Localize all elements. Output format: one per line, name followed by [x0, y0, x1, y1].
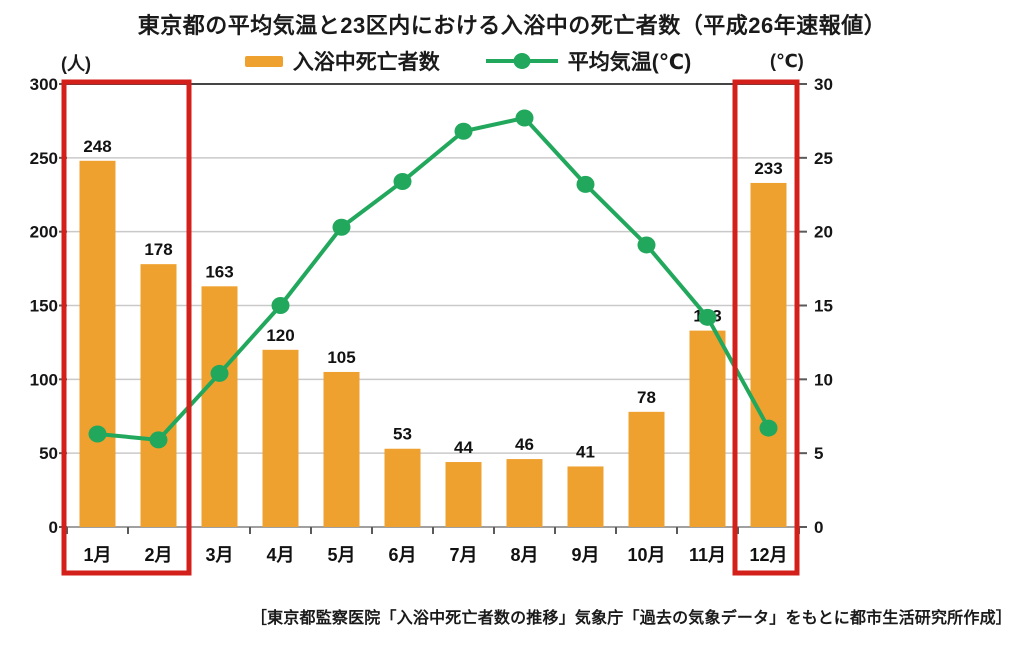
bar-value-label: 105: [327, 348, 355, 367]
month-label-3月: 3月: [205, 545, 233, 565]
bar-4月: [262, 349, 299, 527]
bar-3月: [201, 286, 238, 527]
month-label-10月: 10月: [627, 545, 665, 565]
bar-value-label: 46: [515, 435, 534, 454]
right-axis-unit: (℃): [770, 51, 804, 71]
left-tick-label: 100: [30, 370, 58, 389]
bar-value-label: 163: [205, 262, 233, 281]
month-label-2月: 2月: [144, 545, 172, 565]
month-labels: 1月 2月 3月 4月 5月 6月 7月 8月 9月 10月 11月 12月: [83, 545, 787, 565]
bar-1月: [79, 160, 116, 527]
temp-point-1月: [88, 425, 107, 443]
right-tick-label: 30: [814, 75, 833, 94]
legend-item-deaths: 入浴中死亡者数: [244, 46, 440, 76]
left-tick-label: 150: [30, 297, 58, 316]
bar-11月: [689, 330, 726, 527]
bar-value-label: 53: [393, 425, 412, 444]
legend-label-deaths: 入浴中死亡者数: [292, 51, 440, 74]
right-tick-label: 20: [814, 223, 833, 242]
right-tick-labels: 0 5 10 15 20 25 30: [814, 75, 833, 537]
left-tick-label: 50: [39, 444, 58, 463]
temp-point-8月: [515, 109, 534, 127]
legend: 入浴中死亡者数 平均気温(℃): [0, 46, 980, 76]
right-tick-label: 5: [814, 444, 823, 463]
gridlines: [67, 157, 799, 454]
combo-chart: 2481781631201055344464178133233050100150…: [30, 75, 833, 576]
bar-value-label: 41: [576, 442, 595, 461]
month-label-4月: 4月: [266, 545, 294, 565]
left-axis-unit: (人): [61, 54, 91, 74]
bar-value-label: 178: [144, 240, 172, 259]
right-tick-label: 0: [814, 518, 823, 537]
month-label-5月: 5月: [327, 545, 355, 565]
month-label-7月: 7月: [449, 545, 477, 565]
month-label-1月: 1月: [83, 545, 111, 565]
right-tick-label: 25: [814, 149, 833, 168]
bar-series-swatch: [244, 55, 283, 67]
temp-point-3月: [210, 364, 229, 382]
left-tick-label: 250: [30, 149, 58, 168]
temp-point-10月: [637, 236, 656, 254]
bar-8月: [506, 459, 543, 527]
highlight-box: [732, 79, 800, 576]
legend-label-temperature: 平均気温(℃): [567, 51, 692, 74]
bar-2月: [140, 264, 177, 527]
temp-point-12月: [759, 419, 778, 437]
bar-7月: [445, 462, 482, 527]
highlight-boxes: [61, 79, 800, 576]
temp-line: [88, 109, 778, 449]
temp-point-2月: [149, 431, 168, 449]
temp-point-9月: [576, 175, 595, 193]
bar-5月: [323, 371, 360, 527]
highlight-box: [61, 79, 192, 576]
bar-12月: [750, 182, 787, 528]
month-label-12月: 12月: [749, 545, 787, 565]
line-series-dot: [513, 53, 531, 69]
month-label-9月: 9月: [571, 545, 599, 565]
left-tick-label: 0: [49, 518, 58, 537]
right-tick-label: 15: [814, 297, 833, 316]
bar-value-label: 78: [637, 388, 656, 407]
temp-point-7月: [454, 122, 473, 140]
bar-value-label: 233: [754, 159, 782, 178]
left-tick-labels: 0 50 100 150 200 250 300: [30, 75, 58, 537]
right-tick-label: 10: [814, 370, 833, 389]
bar-9月: [567, 466, 604, 527]
bar-6月: [384, 448, 421, 527]
bar-10月: [628, 411, 665, 527]
source-note: ［東京都監察医院「入浴中死亡者数の推移」気象庁「過去の気象データ」をもとに都市生…: [250, 610, 1012, 627]
line-series-swatch: [485, 53, 558, 69]
chart-title: 東京都の平均気温と23区内における入浴中の死亡者数（平成26年速報値）: [137, 13, 887, 38]
bars-series: [79, 160, 787, 528]
temp-point-5月: [332, 218, 351, 236]
bar-value-label: 44: [454, 438, 473, 457]
bar-value-label: 120: [266, 326, 294, 345]
month-label-6月: 6月: [388, 545, 416, 565]
temp-point-4月: [271, 297, 290, 314]
left-tick-label: 200: [30, 223, 58, 242]
month-label-8月: 8月: [510, 545, 538, 565]
month-label-11月: 11月: [689, 545, 726, 565]
temp-point-6月: [393, 172, 412, 190]
bar-value-label: 248: [83, 137, 111, 156]
left-tick-label: 300: [30, 75, 58, 94]
legend-item-temperature: 平均気温(℃): [485, 46, 692, 76]
temp-point-11月: [698, 308, 717, 326]
